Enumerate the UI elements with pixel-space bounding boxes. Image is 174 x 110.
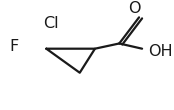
Text: Cl: Cl xyxy=(43,16,59,31)
Text: F: F xyxy=(10,39,19,54)
Text: O: O xyxy=(128,2,141,16)
Text: OH: OH xyxy=(148,44,173,59)
